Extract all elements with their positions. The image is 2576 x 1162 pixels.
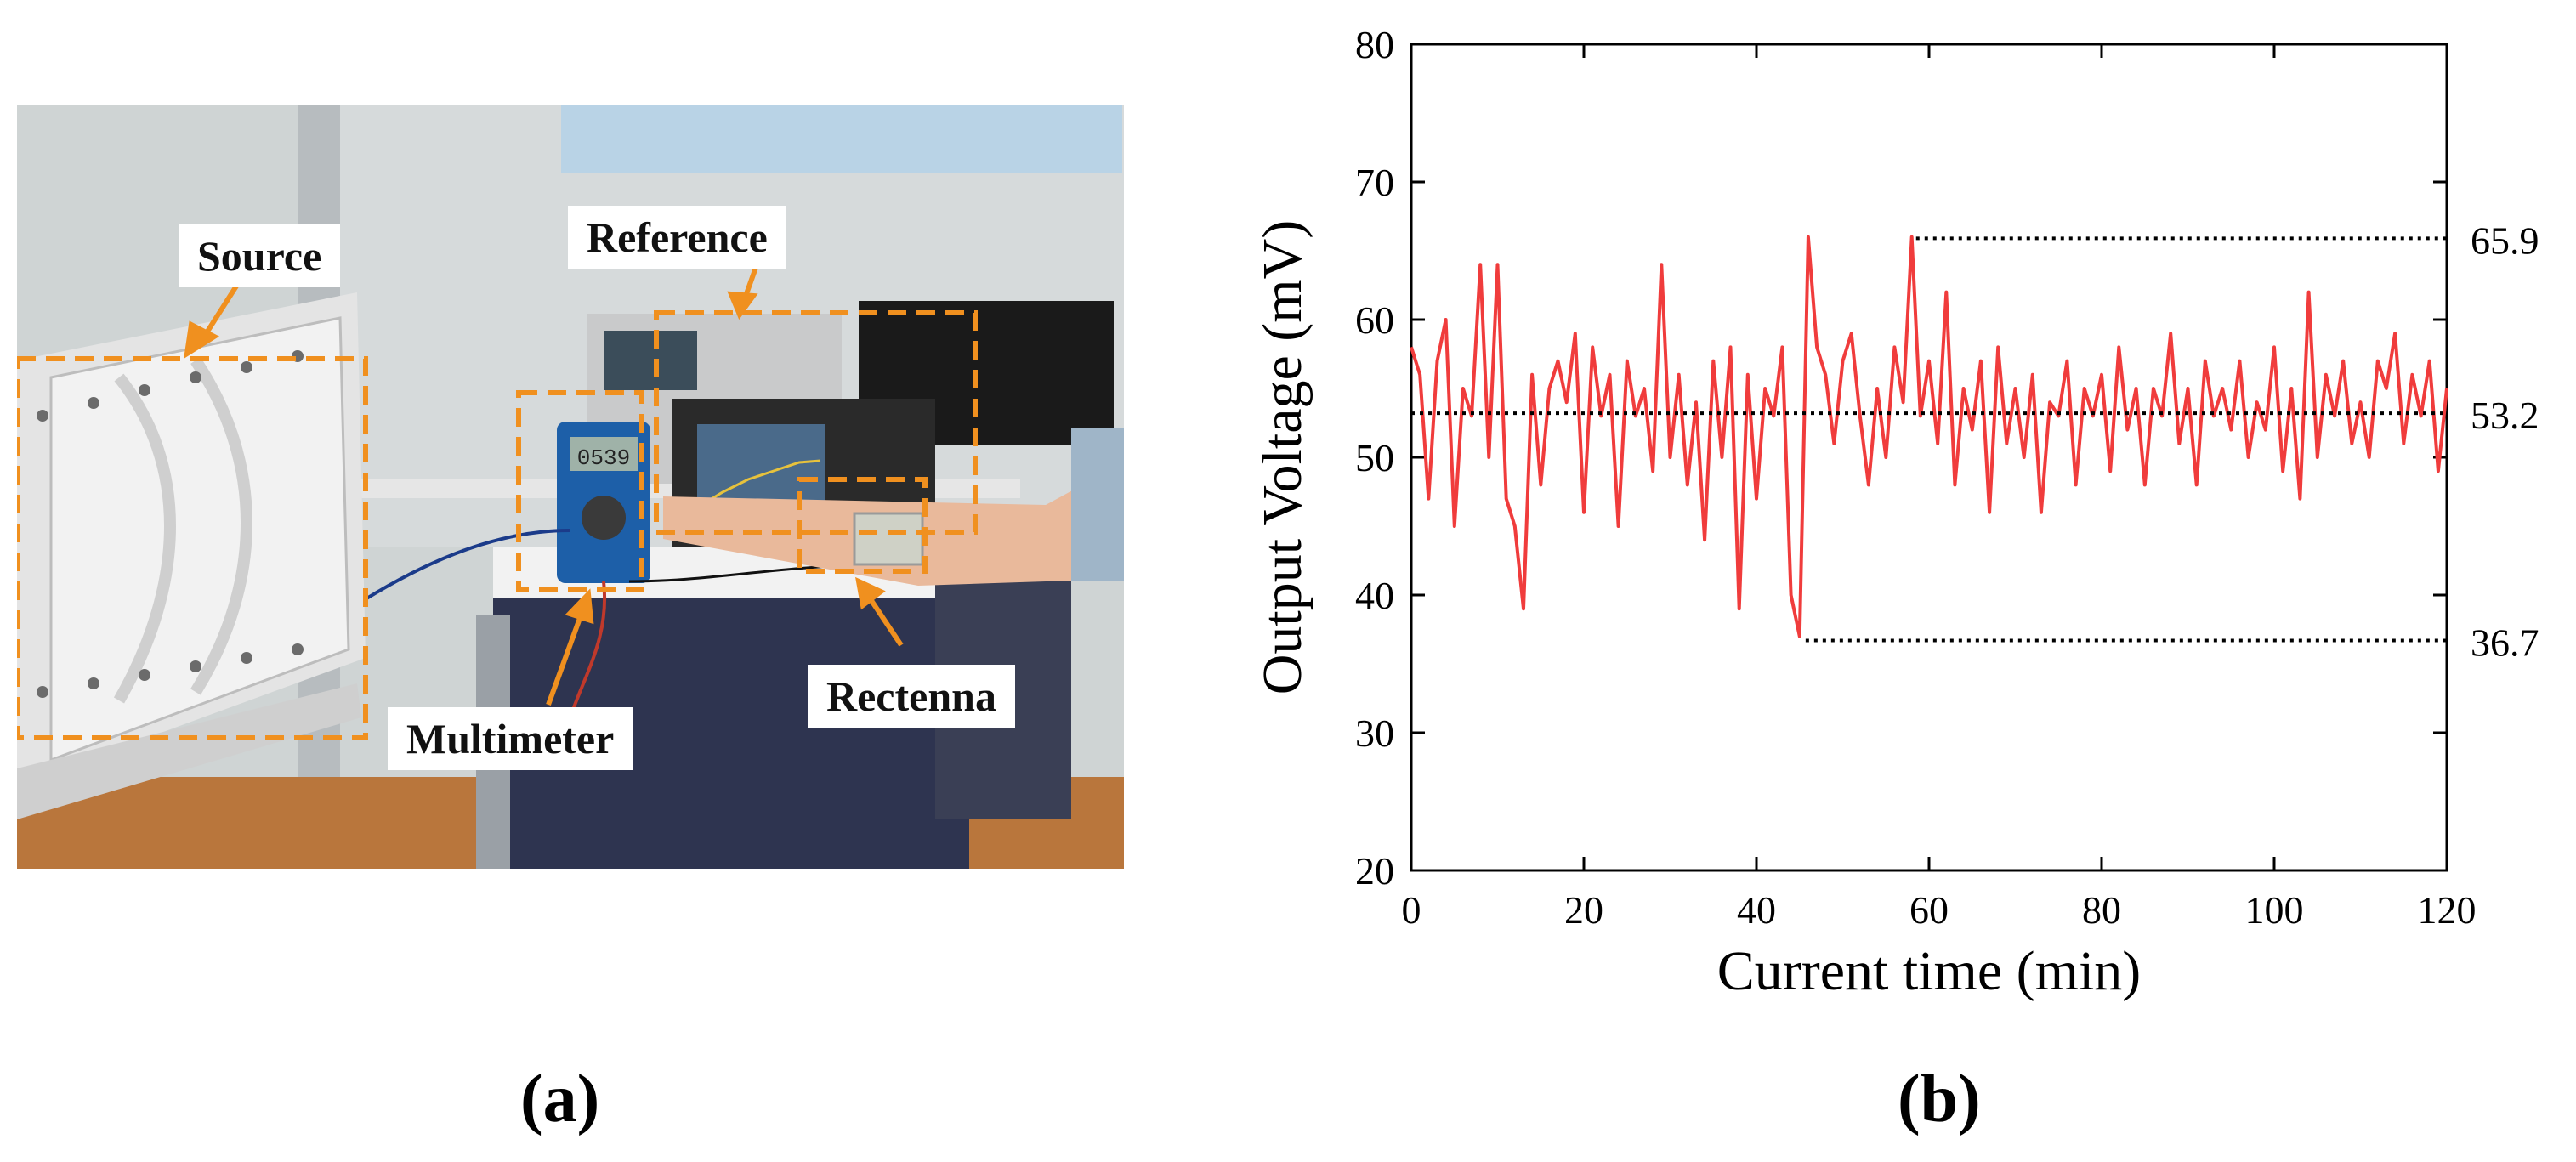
- reference-value-label: 53.2: [2471, 394, 2539, 437]
- caption-b: (b): [1898, 1062, 1981, 1136]
- voltage-series-line: [1410, 235, 2448, 638]
- y-tick-label: 50: [1355, 436, 1394, 479]
- reference-box: [654, 310, 978, 535]
- rectenna-label: Rectenna: [808, 665, 1015, 728]
- reference-label: Reference: [568, 206, 786, 269]
- y-axis-title: Output Voltage (mV): [1251, 220, 1314, 695]
- rectenna-box: [797, 477, 928, 574]
- x-tick-label: 120: [2418, 888, 2477, 932]
- multimeter-arrow: [546, 609, 585, 706]
- y-tick-label: 70: [1355, 161, 1394, 204]
- x-tick-label: 0: [1402, 888, 1421, 932]
- y-tick-label: 40: [1355, 574, 1394, 617]
- setup-photo: 0539: [14, 105, 1124, 869]
- x-tick-label: 100: [2245, 888, 2304, 932]
- plot-frame: [1410, 43, 2448, 872]
- source-label: Source: [179, 224, 341, 287]
- x-axis-title: Current time (min): [1717, 940, 2142, 1002]
- x-tick-label: 60: [1909, 888, 1949, 932]
- y-tick-label: 60: [1355, 298, 1394, 342]
- x-tick-label: 20: [1564, 888, 1603, 932]
- reference-value-label: 65.9: [2471, 218, 2539, 262]
- multimeter-display: 0539: [577, 445, 630, 471]
- y-tick-label: 30: [1355, 711, 1394, 755]
- reference-value-label: 36.7: [2471, 621, 2539, 664]
- rectenna-patch: [853, 512, 924, 566]
- y-tick-label: 20: [1355, 849, 1394, 893]
- source-box: [14, 356, 368, 740]
- multimeter-label: Multimeter: [388, 707, 633, 770]
- multimeter-box: [516, 390, 644, 592]
- x-tick-label: 40: [1737, 888, 1776, 932]
- wall-poster: [561, 105, 1122, 173]
- rectenna-arrow: [865, 592, 904, 647]
- y-tick-label: 80: [1355, 23, 1394, 66]
- x-tick-label: 80: [2082, 888, 2121, 932]
- caption-a: (a): [520, 1062, 600, 1136]
